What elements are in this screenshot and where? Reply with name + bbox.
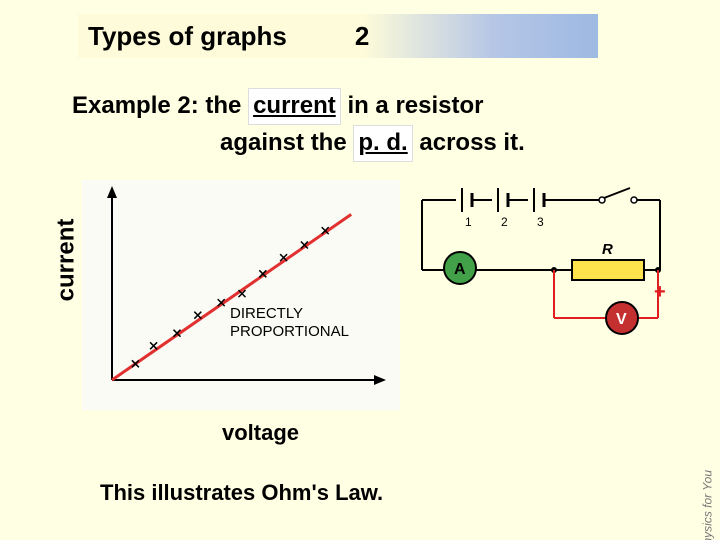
blank-1: current: [248, 88, 341, 125]
example-text: Example 2: the current in a resistor aga…: [72, 88, 525, 162]
example-l2a: against the: [220, 129, 347, 156]
svg-text:DIRECTLY: DIRECTLY: [230, 305, 303, 322]
example-prefix: Example 2:: [72, 92, 199, 119]
title-bar: Types of graphs 2: [78, 14, 598, 58]
svg-text:3: 3: [537, 215, 544, 229]
branding: Physics for You: [700, 470, 714, 540]
footer-text: This illustrates Ohm's Law.: [100, 480, 383, 506]
example-l1a: the: [205, 92, 241, 119]
svg-text:+: +: [654, 281, 666, 303]
graph-svg: DIRECTLYPROPORTIONAL: [82, 180, 400, 410]
title-number: 2: [355, 21, 369, 52]
y-axis-label: current: [52, 219, 80, 302]
title-text: Types of graphs: [88, 21, 287, 52]
blank-2: p. d.: [353, 125, 412, 162]
svg-text:1: 1: [465, 215, 472, 229]
svg-text:V: V: [616, 311, 627, 328]
circuit-svg: 1 2 3 R A + V: [412, 180, 674, 360]
svg-text:PROPORTIONAL: PROPORTIONAL: [230, 323, 349, 340]
svg-text:R: R: [602, 241, 613, 258]
svg-text:A: A: [454, 261, 466, 278]
example-l2b: across it.: [419, 129, 524, 156]
x-axis-label: voltage: [222, 420, 299, 446]
svg-text:2: 2: [501, 215, 508, 229]
example-l1b: in a resistor: [347, 92, 483, 119]
